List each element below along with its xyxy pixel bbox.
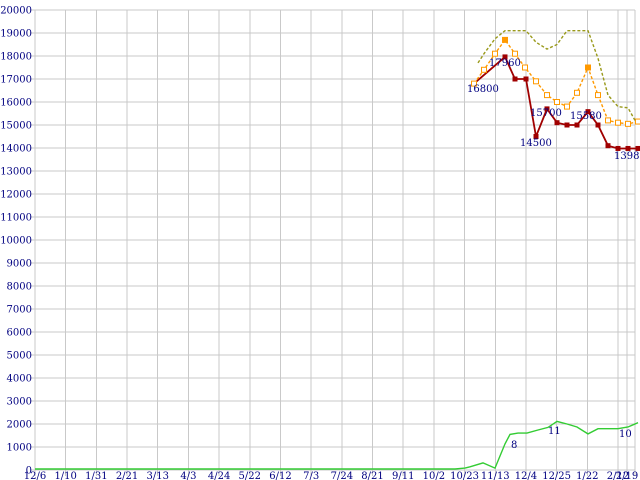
x-axis-label: 1/22 xyxy=(576,471,598,480)
series-orange-marker xyxy=(512,50,518,57)
y-axis-label: 13000 xyxy=(0,167,32,178)
x-axis-label: 9/11 xyxy=(392,471,414,480)
y-axis-label: 6000 xyxy=(7,328,32,339)
y-axis-label: 17000 xyxy=(0,75,32,86)
series-dark-red-marker xyxy=(615,145,621,151)
series-orange-marker xyxy=(585,64,591,71)
series-dark-red-marker xyxy=(595,122,601,128)
y-axis-label: 19000 xyxy=(0,29,32,40)
y-axis-label: 10000 xyxy=(0,236,32,247)
series-dark-red-marker xyxy=(512,76,518,82)
y-axis-label: 2000 xyxy=(7,420,32,431)
y-axis-label: 16000 xyxy=(0,98,32,109)
x-axis-label: 12/6 xyxy=(24,471,46,480)
series-orange-marker xyxy=(522,64,528,71)
series-dark-red-marker xyxy=(564,122,570,128)
data-label: 10 xyxy=(619,429,632,440)
series-orange-marker xyxy=(605,117,611,124)
data-label: 13980 xyxy=(614,151,640,162)
y-axis-label: 8000 xyxy=(7,282,32,293)
series-orange-marker xyxy=(595,92,601,99)
y-axis-label: 5000 xyxy=(7,351,32,362)
series-orange-marker xyxy=(625,120,631,127)
x-axis-label: 3/13 xyxy=(147,471,169,480)
x-axis-label: 1/10 xyxy=(54,471,76,480)
x-axis-label: 10/23 xyxy=(450,471,479,480)
y-axis-label: 7000 xyxy=(7,305,32,316)
y-axis-label: 14000 xyxy=(0,144,32,155)
series-dark-red-marker xyxy=(544,106,550,112)
series-orange-marker xyxy=(544,92,550,99)
series-orange-marker xyxy=(574,89,580,96)
series-dark-red-marker xyxy=(523,76,529,82)
series-dark-red-marker xyxy=(625,145,631,151)
x-axis-label: 12/25 xyxy=(542,471,571,480)
series-dark-red-marker xyxy=(554,120,560,126)
x-axis-label: 11/13 xyxy=(481,471,510,480)
x-axis-label: 1/31 xyxy=(85,471,107,480)
y-axis-label: 3000 xyxy=(7,397,32,408)
x-axis-label: 12/4 xyxy=(515,471,537,480)
data-label: 15580 xyxy=(570,111,602,122)
x-axis-label: 4/24 xyxy=(208,471,230,480)
series-orange-marker xyxy=(533,78,539,85)
x-axis-label: 7/3 xyxy=(303,471,319,480)
x-axis-label: 6/12 xyxy=(269,471,291,480)
y-axis-label: 1000 xyxy=(7,443,32,454)
series-orange-marker xyxy=(554,99,560,105)
data-label: 14500 xyxy=(520,138,552,149)
y-axis-label: 0 xyxy=(26,466,32,477)
x-axis-label: 4/3 xyxy=(180,471,196,480)
x-axis-label: 5/22 xyxy=(239,471,261,480)
x-axis-label: 8/21 xyxy=(361,471,383,480)
x-axis-label-extra: 2/19 xyxy=(616,471,638,480)
data-label: 8 xyxy=(511,440,517,451)
series-orange-marker xyxy=(492,50,498,57)
data-label: 11 xyxy=(548,426,561,437)
series-orange-marker xyxy=(481,66,487,73)
y-axis-label: 11000 xyxy=(0,213,32,224)
y-axis-label: 12000 xyxy=(0,190,32,201)
series-dark-red-marker xyxy=(605,143,611,149)
y-axis-label: 9000 xyxy=(7,259,32,270)
series-orange-marker xyxy=(471,80,477,87)
series-dark-red-marker xyxy=(533,134,539,139)
x-axis-label: 7/24 xyxy=(331,471,353,480)
x-axis-label: 2/21 xyxy=(116,471,138,480)
series-dark-red-marker xyxy=(574,122,580,128)
y-axis-label: 18000 xyxy=(0,52,32,63)
series-orange-marker xyxy=(502,36,508,43)
y-axis-label: 15000 xyxy=(0,121,32,132)
x-axis-label: 10/2 xyxy=(423,471,445,480)
data-label: 15700 xyxy=(530,108,562,119)
series-orange-marker xyxy=(564,103,570,110)
data-label: 16800 xyxy=(467,84,499,95)
data-label: 17960 xyxy=(489,58,521,69)
y-axis-label: 4000 xyxy=(7,374,32,385)
series-dark-red-marker xyxy=(635,145,640,151)
series-olive-line xyxy=(477,30,636,121)
series-orange-marker xyxy=(615,119,621,126)
series-dark-red-marker xyxy=(502,54,508,60)
x-axis-label: 2/12 xyxy=(607,471,629,480)
y-axis-label: 20000 xyxy=(0,6,32,17)
series-green-line xyxy=(35,420,639,470)
series-dark-red-marker xyxy=(585,109,591,115)
series-orange-marker xyxy=(635,118,640,125)
